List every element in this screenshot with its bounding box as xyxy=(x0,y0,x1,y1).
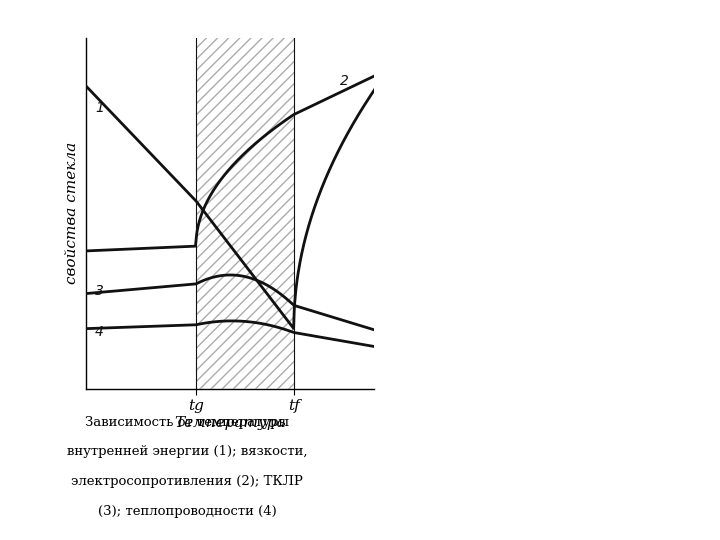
X-axis label: Температура: Температура xyxy=(174,416,287,430)
Text: (3); теплопроводности (4): (3); теплопроводности (4) xyxy=(98,505,276,518)
Text: 3: 3 xyxy=(95,284,104,298)
Bar xyxy=(196,38,294,389)
Text: 2: 2 xyxy=(340,74,348,87)
Text: Зависимость от температуры: Зависимость от температуры xyxy=(85,416,289,429)
Text: внутренней энергии (1); вязкости,: внутренней энергии (1); вязкости, xyxy=(67,446,307,458)
Text: 1: 1 xyxy=(95,100,104,114)
Text: 4: 4 xyxy=(95,325,104,339)
Y-axis label: свойства стекла: свойства стекла xyxy=(66,142,79,285)
Text: электросопротивления (2); ТКЛР: электросопротивления (2); ТКЛР xyxy=(71,475,303,488)
